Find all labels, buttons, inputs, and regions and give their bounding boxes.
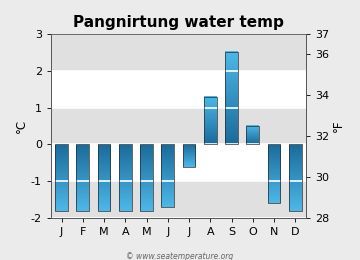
Bar bbox=[98, 145, 111, 211]
Bar bbox=[119, 145, 132, 211]
Bar bbox=[55, 145, 68, 211]
Text: © www.seatemperature.org: © www.seatemperature.org bbox=[126, 252, 234, 260]
Bar bbox=[161, 145, 174, 207]
Y-axis label: °F: °F bbox=[332, 120, 345, 132]
Bar bbox=[225, 52, 238, 145]
Bar bbox=[51, 34, 306, 71]
Bar bbox=[268, 145, 280, 203]
Bar bbox=[183, 145, 195, 167]
Bar bbox=[51, 181, 306, 218]
Bar bbox=[247, 126, 259, 145]
Bar bbox=[204, 96, 217, 145]
Bar bbox=[76, 145, 89, 211]
Bar bbox=[289, 145, 302, 211]
Bar bbox=[140, 145, 153, 211]
Title: Pangnirtung water temp: Pangnirtung water temp bbox=[73, 15, 284, 30]
Y-axis label: °C: °C bbox=[15, 119, 28, 133]
Bar bbox=[51, 108, 306, 145]
